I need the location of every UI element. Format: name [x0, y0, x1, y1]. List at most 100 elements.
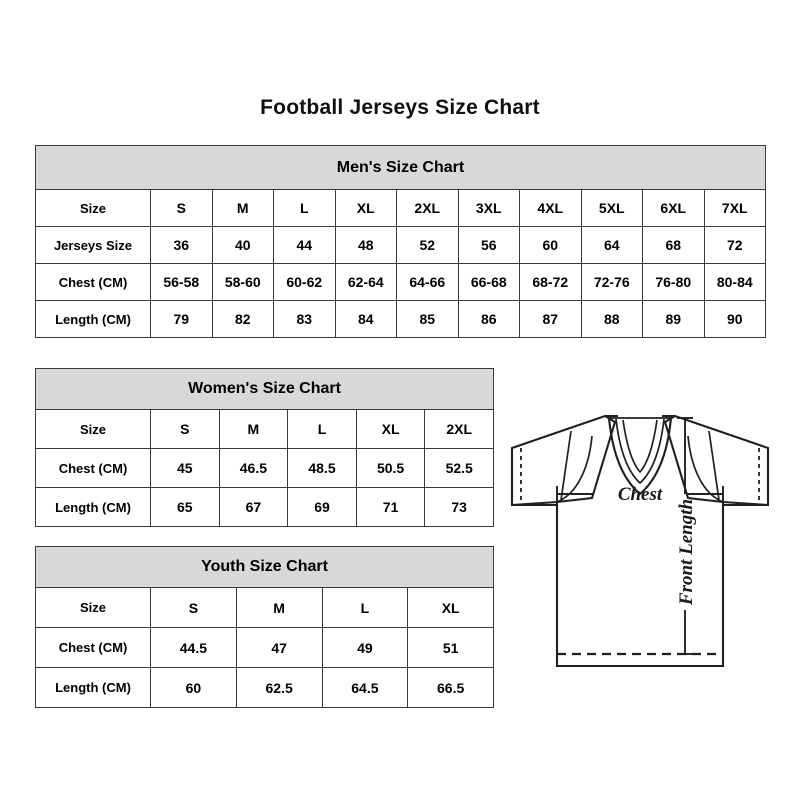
cell: 51	[407, 627, 495, 668]
table-header-row: Size S M L XL	[35, 587, 495, 628]
right-sleeve-outline	[663, 414, 770, 507]
cell: 86	[457, 300, 520, 338]
row-label-chest: Chest (CM)	[35, 627, 151, 668]
column-header-s: S	[150, 409, 220, 449]
cell: 65	[150, 487, 220, 527]
column-header-size: Size	[35, 587, 151, 628]
left-sleeve-seam	[560, 430, 572, 501]
column-header-m: M	[235, 587, 323, 628]
cell: 88	[580, 300, 643, 338]
row-label-length: Length (CM)	[35, 487, 151, 527]
mens-size-table: Men's Size Chart Size S M L XL 2XL 3XL 4…	[35, 145, 766, 338]
cell: 90	[703, 300, 766, 338]
cell: 47	[235, 627, 323, 668]
column-header-size: Size	[35, 189, 151, 227]
cell: 87	[519, 300, 582, 338]
cell: 64-66	[396, 263, 459, 301]
column-header-m: M	[218, 409, 289, 449]
jersey-measurement-diagram: Chest Front Length	[495, 398, 785, 688]
row-label-chest: Chest (CM)	[35, 448, 151, 488]
table-row: Chest (CM) 44.5 47 49 51	[35, 627, 495, 668]
cell: 79	[150, 300, 213, 338]
cell: 52	[396, 226, 459, 264]
row-label-jerseys-size: Jerseys Size	[35, 226, 151, 264]
column-header-5xl: 5XL	[580, 189, 643, 227]
front-length-label: Front Length	[676, 499, 697, 606]
left-sleeve-outline	[510, 414, 617, 507]
cell: 64.5	[321, 667, 409, 708]
cell: 60-62	[273, 263, 336, 301]
cell: 73	[424, 487, 494, 527]
cell: 67	[218, 487, 289, 527]
v-neck-rib-line-1	[615, 418, 665, 485]
cell: 50.5	[355, 448, 426, 488]
right-armhole-curve	[687, 435, 724, 503]
table-row: Chest (CM) 45 46.5 48.5 50.5 52.5	[35, 448, 494, 488]
table-caption-row: Women's Size Chart	[35, 368, 494, 410]
row-label-chest: Chest (CM)	[35, 263, 151, 301]
table-row: Length (CM) 65 67 69 71 73	[35, 487, 494, 527]
cell: 56	[457, 226, 520, 264]
cell: 45	[150, 448, 220, 488]
table-caption-row: Men's Size Chart	[35, 145, 766, 190]
table-row: Jerseys Size 36 40 44 48 52 56 60 64 68 …	[35, 226, 766, 264]
row-label-length: Length (CM)	[35, 300, 151, 338]
column-header-m: M	[211, 189, 274, 227]
womens-size-table: Women's Size Chart Size S M L XL 2XL Che…	[35, 368, 494, 527]
cell: 46.5	[218, 448, 289, 488]
column-header-s: S	[150, 587, 237, 628]
v-neck-collar-outer	[607, 417, 673, 496]
right-sleeve-seam	[708, 430, 720, 501]
column-header-xl: XL	[355, 409, 426, 449]
cell: 48.5	[287, 448, 357, 488]
cell: 66-68	[457, 263, 520, 301]
cell: 44	[273, 226, 336, 264]
table-row: Length (CM) 60 62.5 64.5 66.5	[35, 667, 495, 708]
cell: 40	[211, 226, 274, 264]
jersey-body-outline	[555, 502, 725, 668]
column-header-xl: XL	[334, 189, 397, 227]
column-header-6xl: 6XL	[642, 189, 705, 227]
cell: 62.5	[235, 667, 323, 708]
column-header-size: Size	[35, 409, 151, 449]
column-header-l: L	[273, 189, 336, 227]
cell: 68	[642, 226, 705, 264]
cell: 44.5	[150, 627, 237, 668]
cell: 58-60	[211, 263, 274, 301]
column-header-2xl: 2XL	[396, 189, 459, 227]
cell: 80-84	[703, 263, 766, 301]
table-row: Chest (CM) 56-58 58-60 60-62 62-64 64-66…	[35, 263, 766, 301]
cell: 68-72	[519, 263, 582, 301]
column-header-xl: XL	[407, 587, 495, 628]
left-armhole-curve	[556, 435, 593, 503]
cell: 84	[334, 300, 397, 338]
column-header-7xl: 7XL	[703, 189, 766, 227]
cell: 72	[703, 226, 766, 264]
cell: 71	[355, 487, 426, 527]
page-title: Football Jerseys Size Chart	[260, 96, 540, 119]
cell: 52.5	[424, 448, 494, 488]
cell: 83	[273, 300, 336, 338]
cell: 49	[321, 627, 409, 668]
table-header-row: Size S M L XL 2XL	[35, 409, 494, 449]
cell: 60	[519, 226, 582, 264]
youth-table-caption: Youth Size Chart	[34, 546, 495, 588]
cell: 89	[642, 300, 705, 338]
cell: 64	[580, 226, 643, 264]
youth-size-table: Youth Size Chart Size S M L XL Chest (CM…	[34, 546, 495, 708]
cell: 82	[211, 300, 274, 338]
table-header-row: Size S M L XL 2XL 3XL 4XL 5XL 6XL 7XL	[35, 189, 766, 227]
cell: 69	[287, 487, 357, 527]
column-header-2xl: 2XL	[424, 409, 494, 449]
mens-table-caption: Men's Size Chart	[35, 145, 766, 190]
cell: 72-76	[580, 263, 643, 301]
table-caption-row: Youth Size Chart	[34, 546, 495, 588]
column-header-s: S	[150, 189, 213, 227]
column-header-l: L	[287, 409, 357, 449]
cell: 56-58	[150, 263, 213, 301]
row-label-length: Length (CM)	[35, 667, 151, 708]
cell: 36	[150, 226, 213, 264]
cell: 66.5	[407, 667, 495, 708]
v-neck-rib-line-2	[622, 419, 658, 474]
chest-label: Chest	[618, 484, 663, 505]
